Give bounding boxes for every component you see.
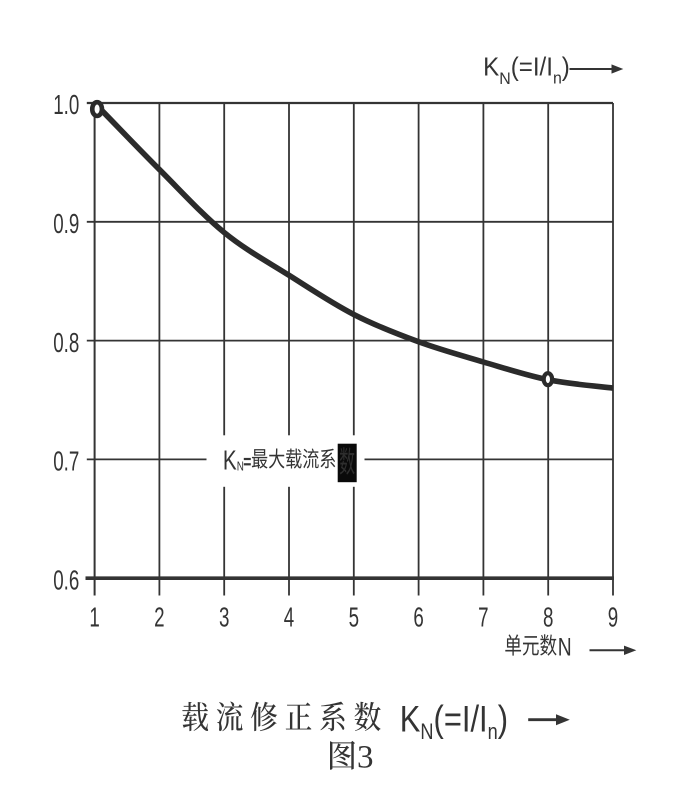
- svg-text:6: 6: [413, 602, 423, 634]
- svg-text:0.8: 0.8: [53, 327, 79, 359]
- svg-text:8: 8: [543, 602, 553, 634]
- svg-text:3: 3: [357, 739, 374, 775]
- svg-text:5: 5: [349, 602, 359, 634]
- svg-text:7: 7: [478, 602, 488, 634]
- svg-text:3: 3: [219, 602, 229, 634]
- svg-text:2: 2: [154, 602, 164, 634]
- svg-text:9: 9: [608, 602, 618, 634]
- svg-text:4: 4: [284, 602, 294, 634]
- svg-text:1.0: 1.0: [53, 90, 79, 122]
- svg-text:1: 1: [89, 602, 99, 634]
- svg-text:0.6: 0.6: [53, 565, 79, 597]
- svg-text:N: N: [558, 633, 572, 661]
- svg-text:KN(=I/In): KN(=I/In): [400, 699, 508, 744]
- svg-text:0.7: 0.7: [53, 446, 79, 478]
- svg-text:0.9: 0.9: [53, 208, 79, 240]
